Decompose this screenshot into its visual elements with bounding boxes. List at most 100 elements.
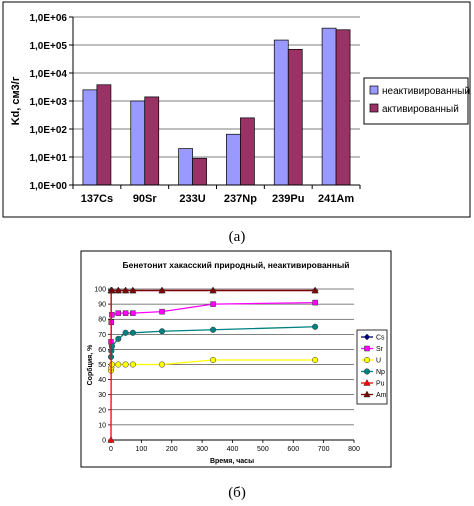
chart-b-point-np	[122, 329, 129, 336]
chart-b-point-np	[312, 323, 319, 330]
chart-a-bar-237Np-activated	[240, 117, 255, 186]
chart-b-legend-label-u: U	[376, 358, 381, 365]
chart-a-y-tick-label: 1,0E+02	[29, 125, 67, 136]
chart-a-sorption-bar-chart: 1,0E+00 1,0E+01 1,0E+02 1,0E+03 1,0E+04 1,0E+…	[2, 1, 471, 218]
chart-a-y-tick-label: 1,0E+00	[29, 181, 67, 192]
chart-b-point-u	[129, 361, 136, 368]
chart-b-point-am	[121, 286, 130, 294]
chart-b-y-tick-label: 90	[98, 302, 106, 309]
chart-a-bar-137Cs-unactivated	[82, 89, 98, 186]
chart-b-point-sr	[109, 311, 115, 318]
chart-a-bar-239Pu-activated	[287, 48, 303, 186]
chart-b-y-tick-label: 70	[98, 332, 106, 339]
chart-b-y-tick-label: 50	[98, 362, 106, 369]
chart-a-bar-237Np-unactivated	[226, 133, 241, 186]
chart-a-y-tick-label: 1,0E+01	[29, 153, 67, 164]
chart-b-y-axis-label: Сорбция, %	[86, 344, 94, 386]
chart-b-x-tick-label: 0	[109, 446, 113, 453]
chart-b-point-np	[108, 343, 115, 350]
chart-b-x-tick-label: 300	[196, 446, 208, 453]
chart-a-legend-box	[363, 77, 469, 125]
chart-b-x-tick-label: 800	[348, 446, 360, 453]
chart-b-legend-marker-u	[363, 356, 371, 364]
chart-a-legend-swatch-activated	[369, 103, 379, 113]
chart-b-legend-marker-np	[363, 368, 371, 375]
chart-b-y-tick-label: 30	[98, 392, 106, 399]
chart-b-point-am	[209, 286, 217, 294]
chart-a-bar-233U-unactivated	[178, 148, 193, 186]
chart-b-legend: Cs Sr U Np Pu Am	[356, 329, 388, 405]
chart-b-point-u	[158, 361, 166, 368]
chart-b-legend-label-am: Am	[376, 392, 387, 399]
chart-a-y-tick-label: 1,0E+06	[29, 13, 67, 24]
chart-a-bar-90Sr-activated	[144, 96, 160, 186]
chart-b-title: Бенетонит хакасский природный, неактивир…	[123, 260, 350, 270]
chart-a-x-tick-label: 237Np	[224, 193, 257, 205]
chart-a-x-tick-label: 137Cs	[81, 193, 113, 205]
chart-b-y-tick-label: 10	[98, 422, 106, 429]
chart-a-legend: неактивированный активированный	[363, 77, 470, 125]
chart-b-legend-box	[356, 329, 388, 405]
chart-b-x-tick-label: 400	[227, 446, 239, 453]
chart-a-x-tick-label: 241Am	[318, 193, 354, 205]
chart-b-point-np	[158, 328, 166, 335]
chart-b-y-tick-label: 0	[102, 438, 106, 445]
chart-b-frame	[80, 250, 392, 468]
chart-b-point-u	[210, 356, 217, 364]
chart-a-bar-90Sr-unactivated	[130, 100, 146, 186]
chart-b-point-np	[115, 335, 122, 342]
chart-b-point-sr	[312, 299, 318, 306]
chart-b-legend-marker-pu	[363, 378, 371, 386]
chart-b-y-tick-label: 80	[98, 317, 106, 324]
chart-a-y-tick-label: 1,0E+05	[29, 41, 67, 52]
chart-b-point-sr	[122, 310, 129, 316]
chart-b-y-tick-label: 60	[98, 347, 106, 354]
chart-b-x-tick-label: 700	[318, 446, 330, 453]
chart-a-legend-swatch-unactivated	[369, 85, 379, 95]
chart-b-caption: (б)	[228, 485, 246, 501]
chart-b-x-tick-label: 500	[257, 446, 269, 453]
chart-b-point-sr	[130, 310, 136, 316]
chart-b-y-tick-label: 40	[98, 377, 106, 384]
chart-a-y-axis-label: Kd, см3/г	[10, 76, 22, 125]
chart-a-bar-239Pu-unactivated	[273, 39, 289, 186]
chart-b-point-am	[311, 286, 319, 294]
chart-a-caption-wrap: (а)	[229, 229, 246, 245]
chart-b-caption-wrap: (б)	[228, 485, 246, 501]
chart-b-point-am	[108, 286, 116, 294]
chart-a-x-tick-label: 233U	[179, 193, 205, 205]
chart-b-point-u	[108, 361, 115, 368]
chart-a-bar-137Cs-activated	[96, 84, 112, 186]
chart-b-point-u	[122, 361, 129, 368]
chart-a-caption: (а)	[229, 229, 246, 245]
chart-a-x-tick-label: 90Sr	[133, 193, 158, 205]
chart-a-bar-241Am-activated	[335, 29, 351, 186]
chart-b-point-np	[129, 329, 136, 336]
chart-b-point-np	[210, 326, 217, 333]
chart-b-point-am	[114, 286, 122, 294]
chart-b-x-axis-label: Время, часы	[210, 458, 254, 465]
chart-a-y-tick-label: 1,0E+03	[29, 97, 67, 108]
chart-b-point-u	[115, 361, 122, 368]
chart-b-point-am	[158, 286, 166, 294]
chart-b-sorption-line-chart: Бенетонит хакасский природный, неактивир…	[80, 250, 392, 468]
chart-b-y-tick-label: 20	[98, 407, 106, 414]
chart-b-legend-marker-am	[363, 390, 371, 398]
chart-b-x-tick-label: 600	[287, 446, 299, 453]
chart-a-legend-label-activated: активированный	[382, 104, 459, 115]
chart-b-legend-marker-cs	[363, 333, 371, 341]
chart-a-x-tick-label: 239Pu	[272, 193, 304, 205]
chart-a-legend-label-unactivated: неактивированный	[382, 86, 470, 97]
chart-b-point-am	[129, 286, 137, 294]
chart-b-legend-label-np: Np	[376, 369, 385, 376]
chart-b-point-sr	[210, 301, 216, 307]
chart-b-legend-label-cs: Cs	[376, 335, 385, 342]
chart-a-bar-241Am-unactivated	[321, 27, 337, 186]
chart-a-y-tick-label: 1,0E+04	[29, 69, 67, 80]
chart-a-bar-233U-activated	[192, 157, 207, 186]
chart-b-x-tick-label: 100	[136, 446, 148, 453]
chart-b-legend-marker-sr	[364, 345, 370, 352]
chart-b-point-u	[312, 356, 319, 364]
chart-b-y-tick-label: 100	[94, 287, 106, 294]
chart-b-point-sr	[115, 310, 122, 316]
